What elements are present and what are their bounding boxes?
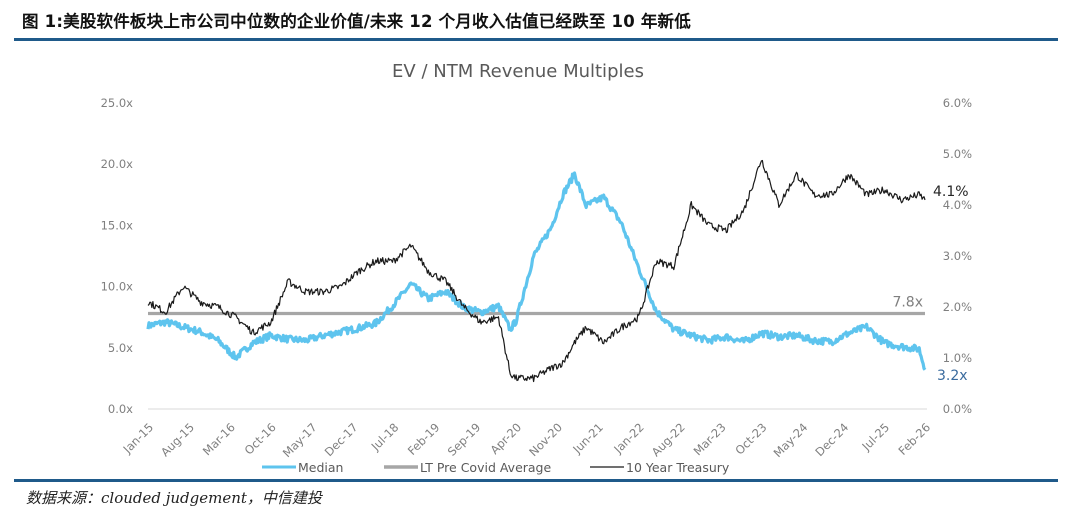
lt-average-end-label: 7.8x [892,295,923,311]
y-left-tick-label: 5.0x [108,341,133,355]
series-layer [146,159,927,383]
x-tick-label: Oct-16 [242,420,279,457]
legend-label-lt-average: LT Pre Covid Average [420,460,551,475]
x-tick-label: Jan-15 [120,420,156,456]
legend: Median LT Pre Covid Average 10 Year Trea… [262,460,730,475]
y-left-tick-label: 25.0x [101,96,134,110]
x-tick-label: Jun-21 [569,420,606,457]
x-tick-label: Sep-19 [445,420,484,459]
y-left-axis: 0.0x 5.0x 10.0x 15.0x 20.0x 25.0x [101,96,134,416]
y-right-tick-label: 1.0% [943,351,972,365]
x-tick-label: Feb-26 [896,420,934,458]
top-rule [14,38,1058,41]
x-tick-label: May-24 [771,420,811,460]
y-left-tick-label: 20.0x [101,157,134,171]
y-right-tick-label: 3.0% [943,249,972,263]
legend-label-median: Median [298,460,343,475]
x-axis: Jan-15 Aug-15 Mar-16 Oct-16 May-17 Dec-17 Jul-… [120,420,933,460]
y-right-tick-label: 4.0% [943,198,972,212]
x-tick-label: Dec-24 [812,420,851,459]
y-right-axis: 0.0% 1.0% 2.0% 3.0% 4.0% 5.0% 6.0% [943,96,972,416]
y-right-tick-label: 0.0% [943,402,972,416]
series-treasury-line [147,159,926,383]
x-tick-label: Jul-18 [368,420,402,454]
x-tick-label: Mar-16 [200,420,238,458]
y-right-tick-label: 6.0% [943,96,972,110]
series-median-line [146,171,927,371]
source-note: 数据来源：clouded judgement，中信建投 [26,489,322,507]
chart: EV / NTM Revenue Multiples 0.0x 5.0x 10.0x… [101,61,972,475]
x-tick-label: Aug-15 [158,420,197,459]
x-tick-label: Mar-23 [691,420,729,458]
y-right-tick-label: 2.0% [943,300,972,314]
x-tick-label: Dec-17 [322,420,361,459]
treasury-end-label: 4.1% [933,184,969,200]
y-left-tick-label: 10.0x [101,280,134,294]
x-tick-label: Oct-23 [732,420,769,457]
y-left-tick-label: 15.0x [101,218,134,232]
legend-label-treasury: 10 Year Treasury [626,460,730,475]
x-tick-label: Nov-20 [526,420,565,459]
annotations: 4.1% 7.8x 3.2x [892,184,968,384]
figure-title: 图 1:美股软件板块上市公司中位数的企业价值/未来 12 个月收入估值已经跌至 … [22,12,691,31]
chart-title: EV / NTM Revenue Multiples [392,61,644,82]
y-right-tick-label: 5.0% [943,147,972,161]
x-tick-label: Feb-19 [405,420,443,458]
x-tick-label: Jan-22 [610,420,646,456]
x-tick-label: Aug-22 [649,420,688,459]
y-left-tick-label: 0.0x [108,402,133,416]
x-tick-label: Apr-20 [487,420,524,457]
x-tick-label: May-17 [280,420,320,460]
bottom-rule [14,479,1058,482]
median-end-label: 3.2x [937,368,968,384]
x-tick-label: Jul-25 [859,420,893,454]
